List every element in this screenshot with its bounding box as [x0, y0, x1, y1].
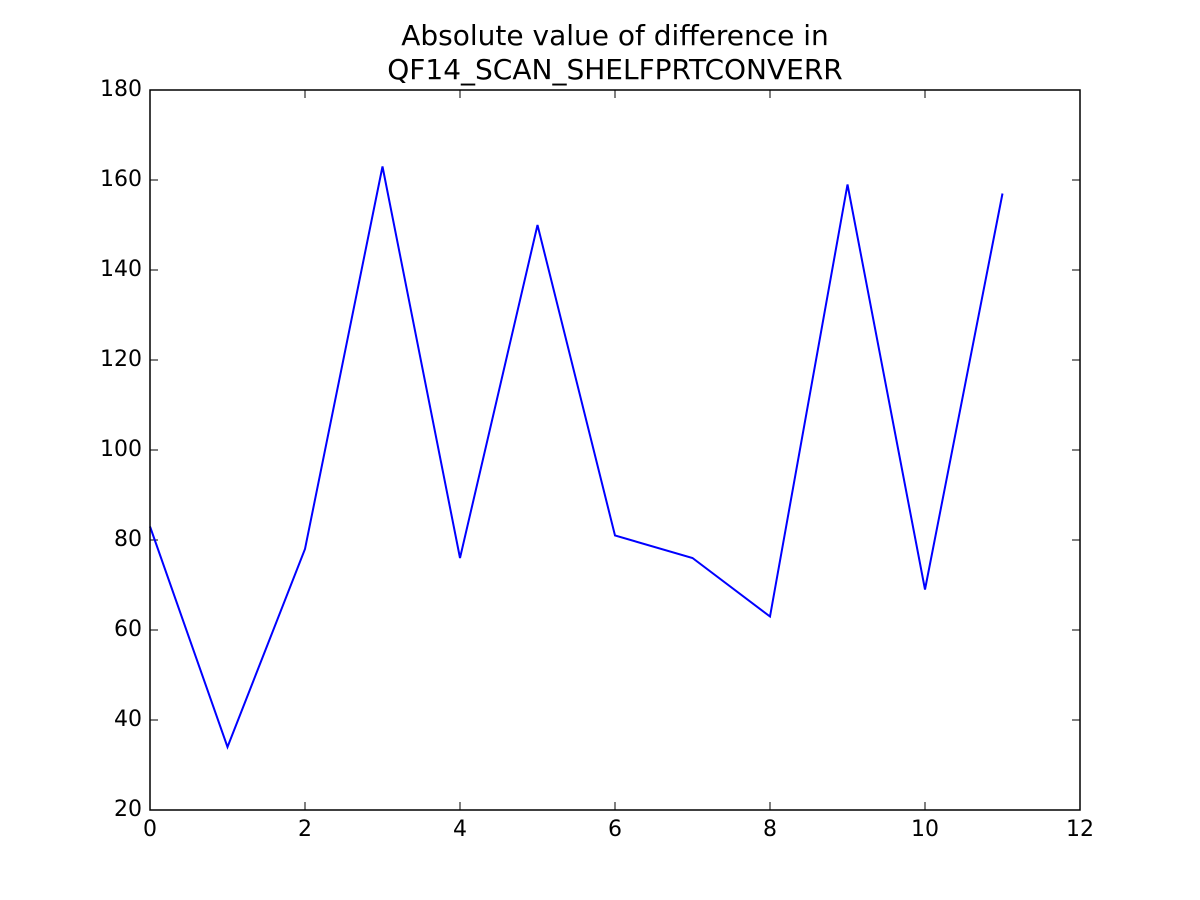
x-tick-label: 12 [1066, 817, 1094, 842]
y-tick-label: 100 [100, 437, 142, 462]
chart-title: Absolute value of difference in [401, 19, 829, 52]
x-tick-label: 2 [298, 817, 312, 842]
y-tick-label: 80 [114, 527, 142, 552]
y-tick-label: 40 [114, 707, 142, 732]
plot-frame [149, 89, 1081, 811]
y-tick-label: 160 [100, 167, 142, 192]
y-tick-label: 60 [114, 617, 142, 642]
x-tick-label: 6 [608, 817, 622, 842]
data-line [149, 166, 1004, 750]
x-tick-label: 10 [911, 817, 939, 842]
x-tick-label: 0 [143, 817, 157, 842]
y-tick-label: 180 [100, 77, 142, 102]
x-tick-label: 8 [763, 817, 777, 842]
x-tick-label: 4 [453, 817, 467, 842]
chart-title: QF14_SCAN_SHELFPRTCONVERR [387, 53, 842, 86]
y-tick-label: 120 [100, 347, 142, 372]
y-tick-label: 140 [100, 257, 142, 282]
y-tick-label: 20 [114, 797, 142, 822]
